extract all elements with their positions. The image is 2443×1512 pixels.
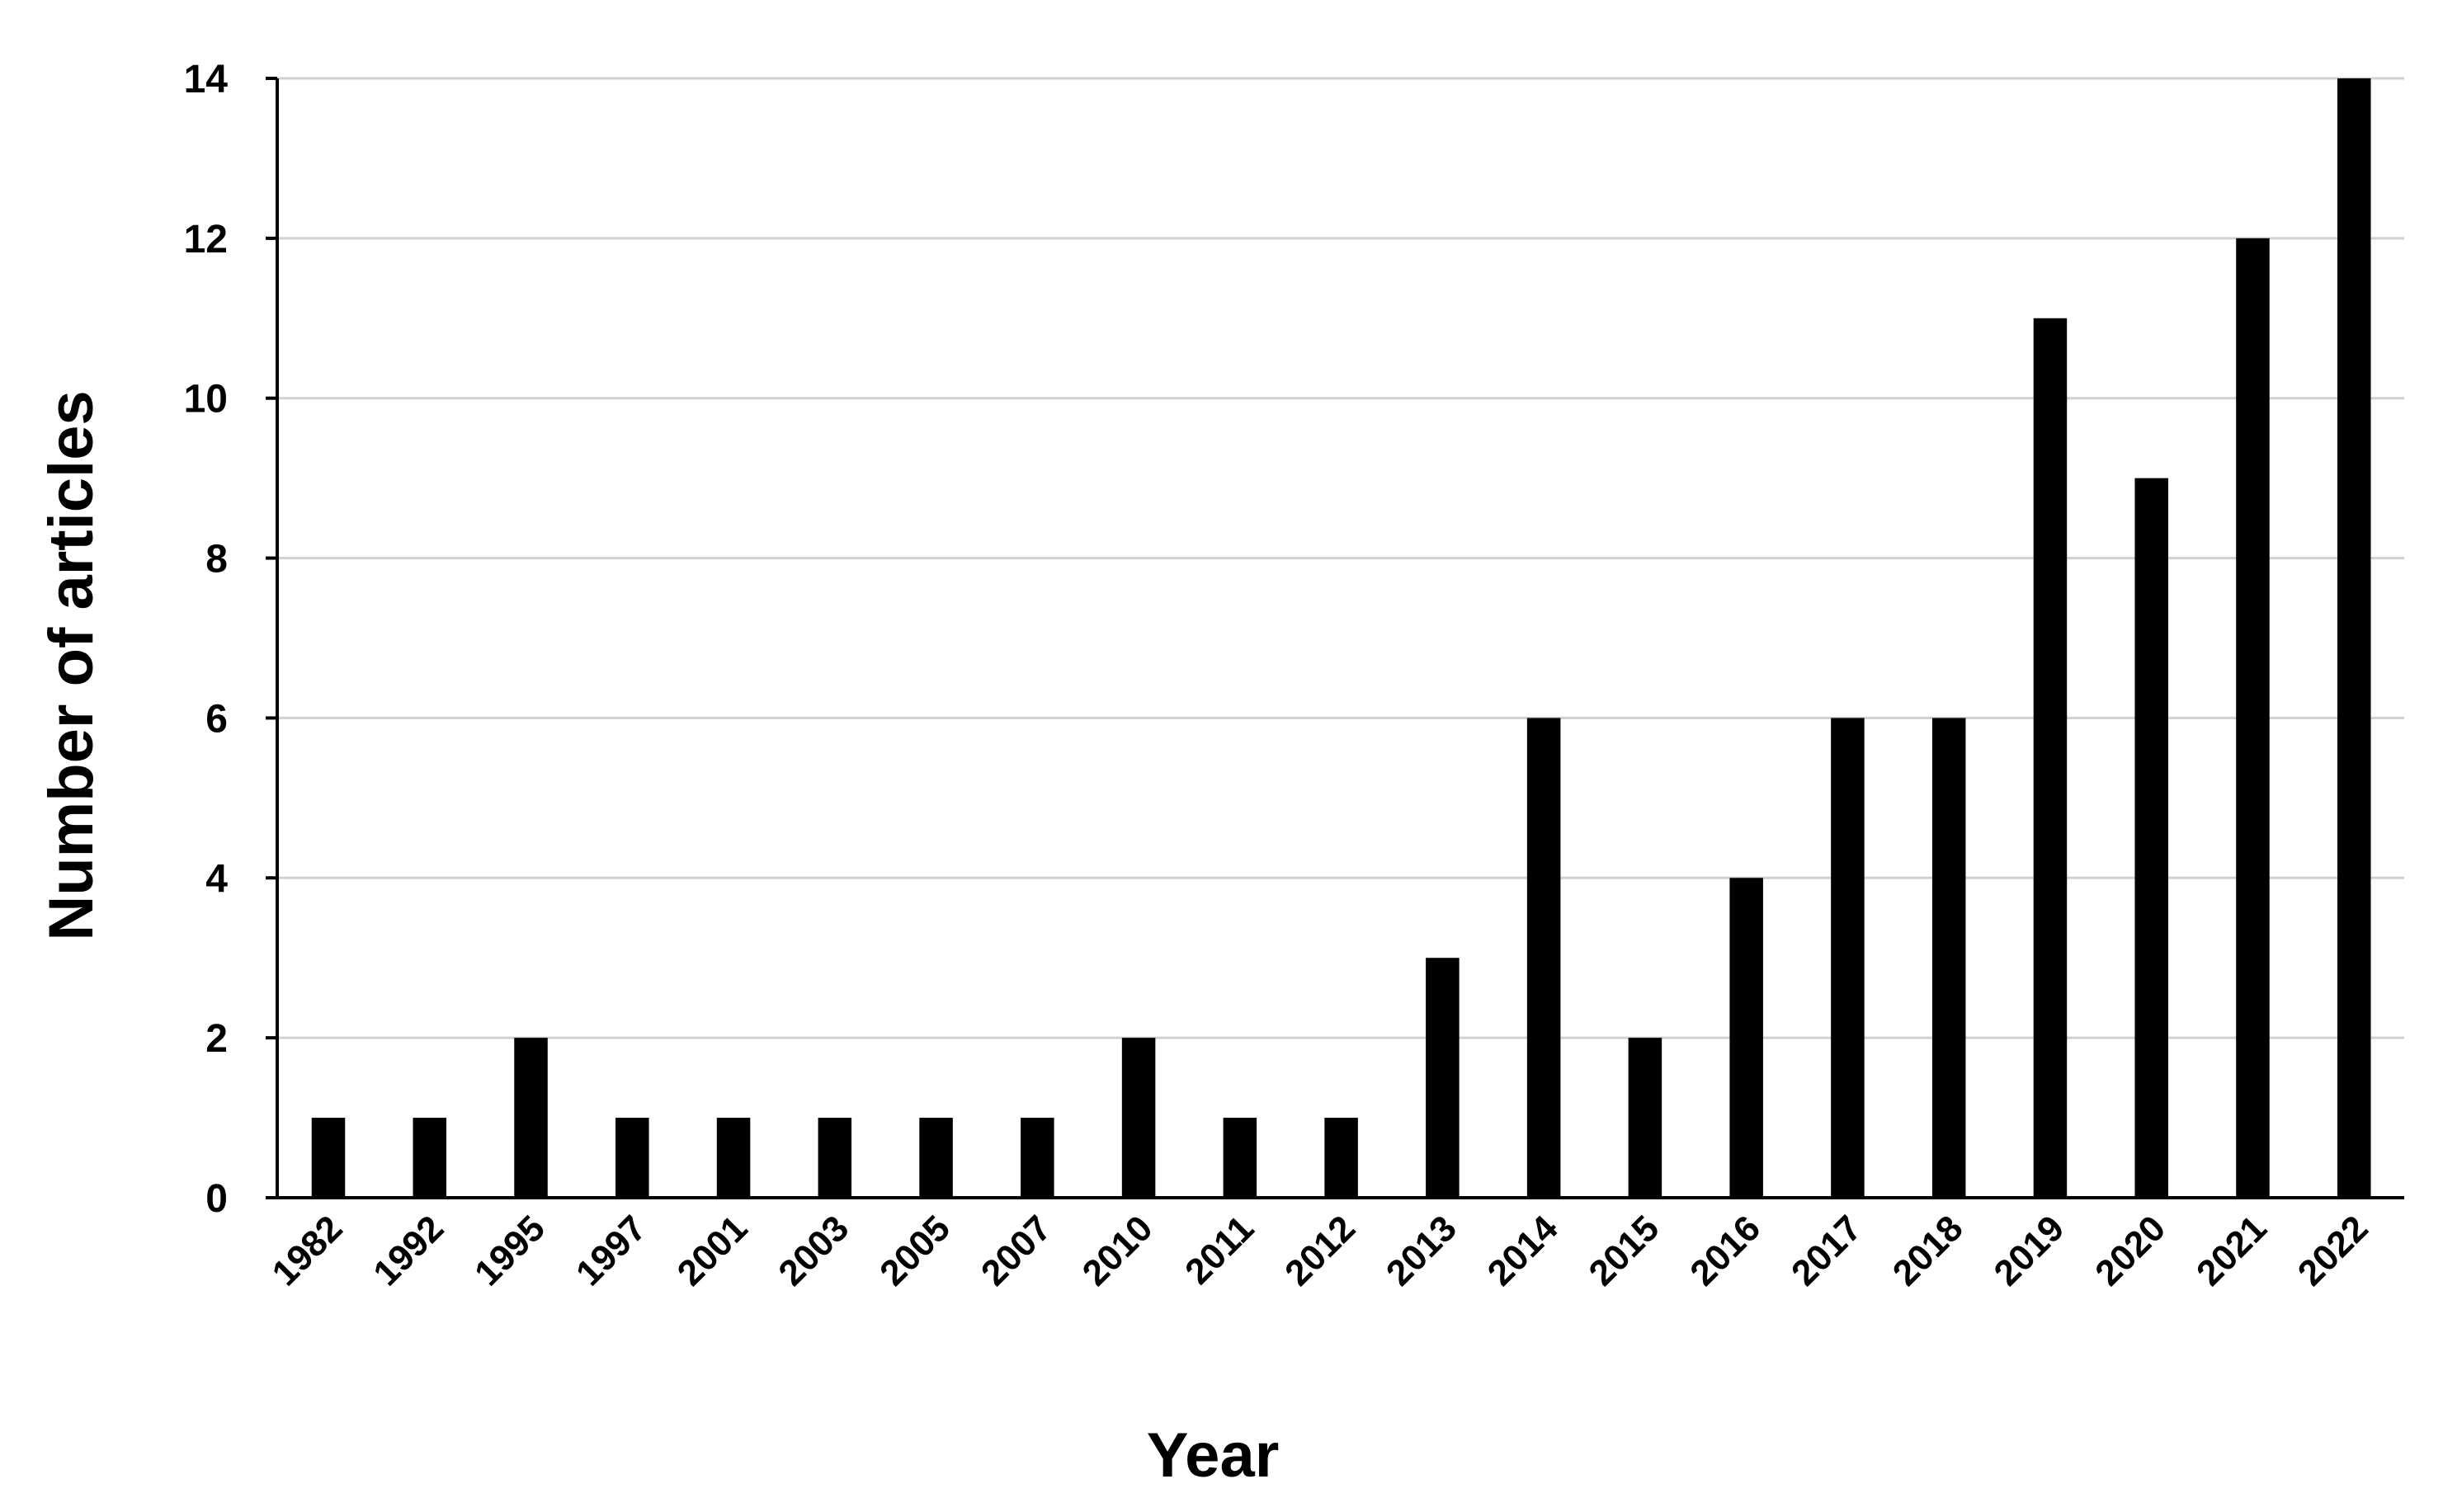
bar xyxy=(1426,958,1460,1198)
x-tick-label: 2018 xyxy=(1885,1208,1971,1293)
bar xyxy=(311,1118,346,1198)
bar xyxy=(919,1118,953,1198)
y-axis-title: Number of articles xyxy=(36,390,106,940)
x-tick-label: 2007 xyxy=(974,1208,1059,1293)
bar xyxy=(2033,318,2068,1199)
bar xyxy=(2134,478,2168,1198)
bar xyxy=(1831,718,1865,1198)
bar xyxy=(413,1118,447,1198)
bar xyxy=(1729,878,1763,1198)
x-tick-label: 2003 xyxy=(771,1208,856,1293)
x-tick-label: 2017 xyxy=(1784,1208,1870,1293)
x-tick-label: 2019 xyxy=(1987,1208,2073,1293)
x-tick-label: 1982 xyxy=(265,1208,351,1293)
y-tick-label: 10 xyxy=(184,378,228,422)
y-tick-label: 14 xyxy=(184,58,229,101)
bar xyxy=(1526,718,1561,1198)
bar xyxy=(1121,1038,1156,1198)
x-tick-label: 1992 xyxy=(366,1208,451,1293)
x-tick-label: 2013 xyxy=(1379,1208,1464,1293)
y-tick-label: 8 xyxy=(205,538,228,582)
bar xyxy=(818,1118,852,1198)
y-tick-label: 6 xyxy=(205,697,228,741)
y-tick-label: 4 xyxy=(205,857,228,901)
x-tick-label: 2001 xyxy=(670,1208,756,1293)
x-tick-label: 2020 xyxy=(2087,1208,2173,1293)
bar xyxy=(514,1038,548,1198)
bar xyxy=(716,1118,751,1198)
bar xyxy=(2236,238,2270,1198)
x-tick-label: 2021 xyxy=(2189,1208,2275,1293)
x-tick-label: 2016 xyxy=(1682,1208,1768,1293)
x-tick-label: 1997 xyxy=(568,1208,654,1293)
bar xyxy=(1931,718,1966,1198)
bar xyxy=(615,1118,649,1198)
x-tick-label: 2011 xyxy=(1177,1208,1262,1292)
x-tick-label: 2005 xyxy=(872,1208,958,1293)
bar xyxy=(1324,1118,1358,1198)
y-tick-label: 0 xyxy=(205,1177,228,1221)
bar xyxy=(2337,78,2371,1198)
x-tick-label: 2015 xyxy=(1581,1208,1667,1293)
x-tick-label: 2022 xyxy=(2290,1208,2376,1293)
x-tick-label: 2010 xyxy=(1075,1208,1161,1293)
y-tick-label: 12 xyxy=(184,218,228,261)
x-tick-label: 1995 xyxy=(467,1208,553,1293)
bar xyxy=(1021,1118,1054,1198)
bar xyxy=(1628,1038,1662,1198)
bar xyxy=(1223,1118,1257,1198)
x-axis-title: Year xyxy=(1147,1420,1280,1491)
x-tick-label: 2012 xyxy=(1277,1208,1363,1293)
x-tick-label: 2014 xyxy=(1480,1208,1566,1293)
y-tick-label: 2 xyxy=(205,1017,228,1061)
